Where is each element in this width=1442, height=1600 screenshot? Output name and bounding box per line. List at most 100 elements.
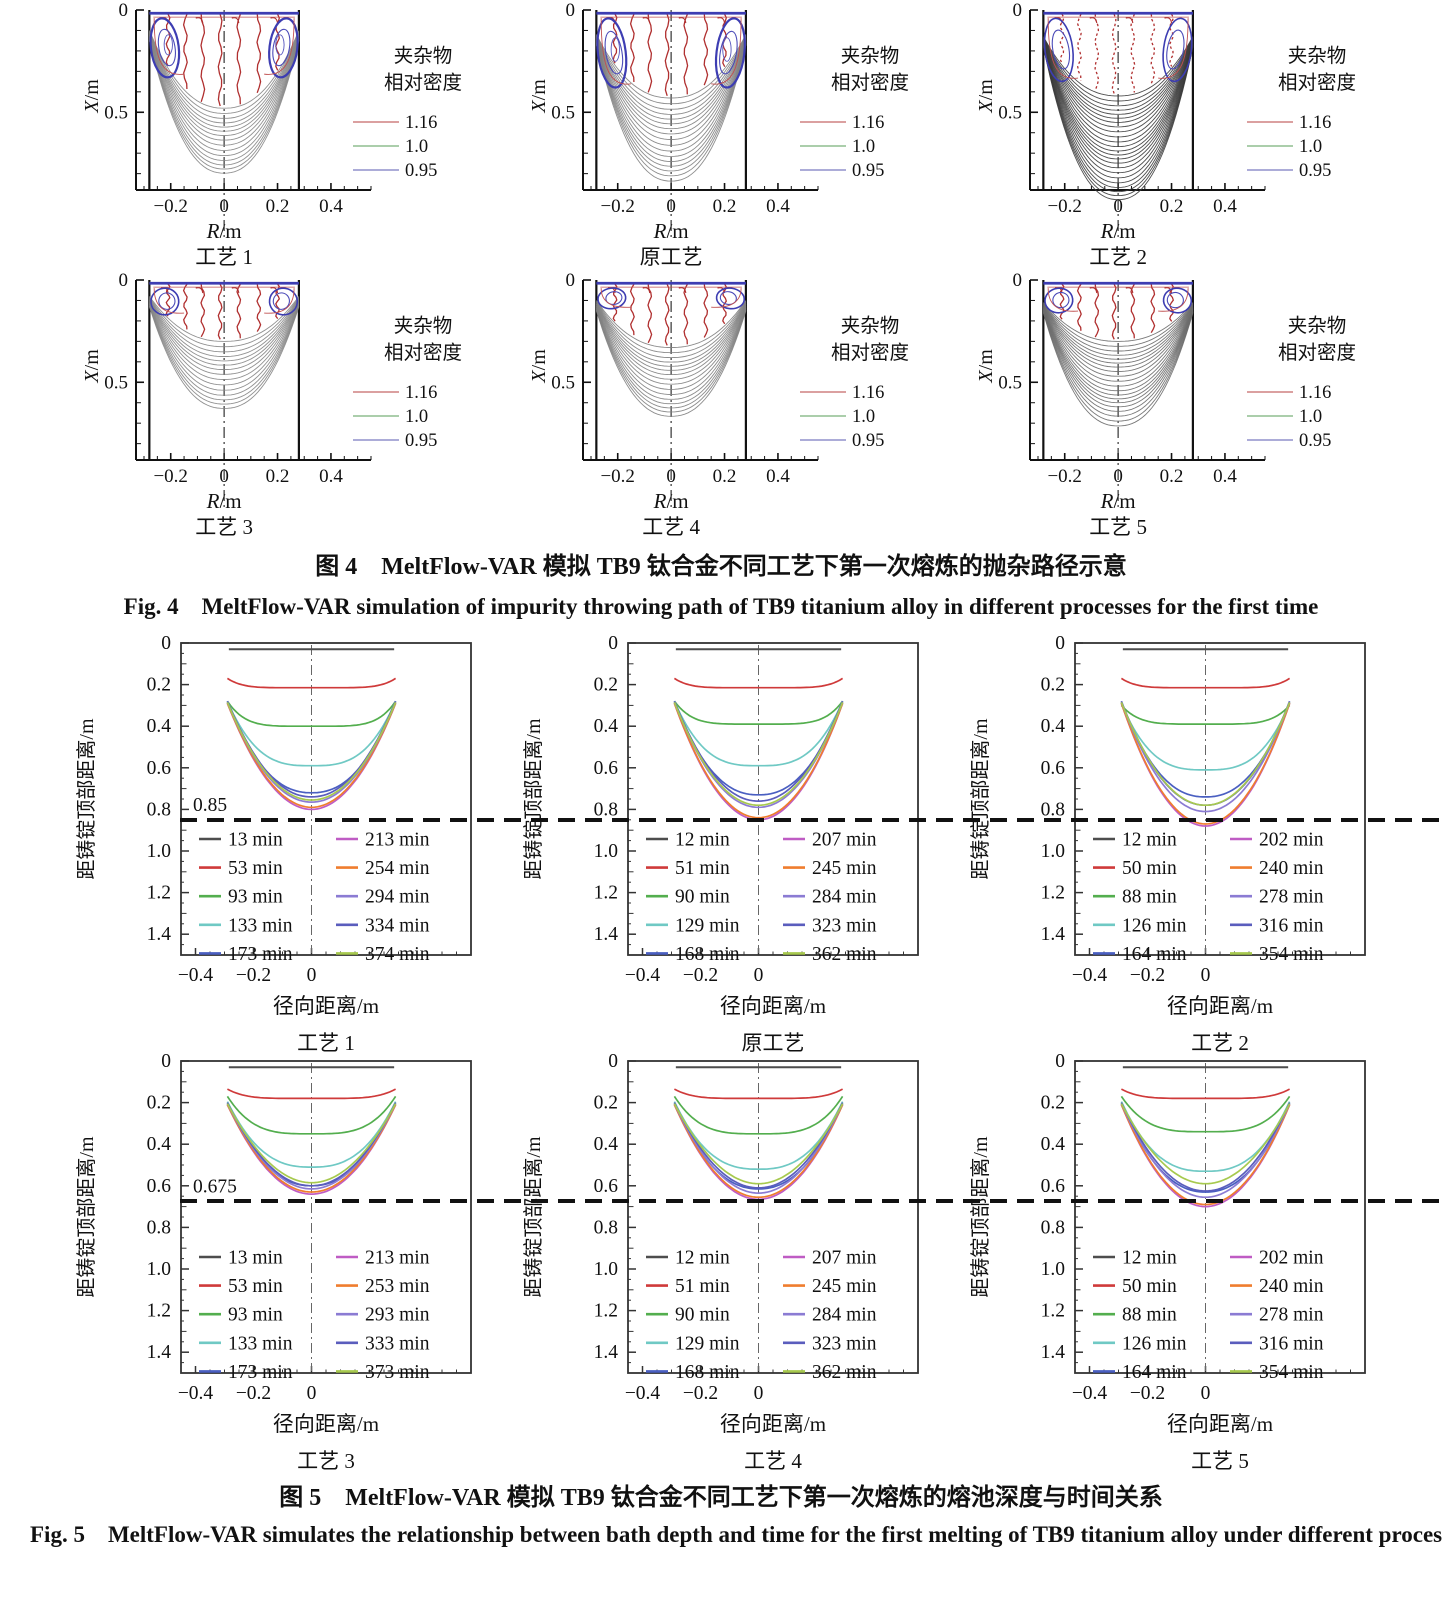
svg-text:173 min: 173 min [228, 944, 293, 965]
svg-text:X/m: X/m [81, 349, 103, 384]
svg-text:0.95: 0.95 [852, 431, 884, 451]
svg-text:径向距离/m: 径向距离/m [272, 1412, 378, 1436]
svg-text:213 min: 213 min [365, 1248, 430, 1269]
svg-text:工艺 4: 工艺 4 [744, 1449, 802, 1471]
svg-text:0.2: 0.2 [265, 196, 289, 217]
svg-text:293 min: 293 min [365, 1305, 430, 1326]
svg-text:1.0: 1.0 [593, 841, 617, 862]
svg-text:1.16: 1.16 [1299, 113, 1331, 133]
fig4-subplot-2: 00.5−0.200.20.4X/mR/m原工艺夹杂物相对密度1.161.00.… [498, 0, 945, 270]
svg-text:0: 0 [753, 965, 763, 986]
svg-text:0: 0 [118, 0, 128, 21]
svg-text:相对密度: 相对密度 [830, 72, 908, 94]
svg-text:R/m: R/m [1099, 219, 1135, 243]
svg-text:径向距离/m: 径向距离/m [1166, 1412, 1272, 1436]
svg-text:距铸锭顶部距离/m: 距铸锭顶部距离/m [75, 718, 98, 880]
svg-text:0.4: 0.4 [1040, 716, 1065, 737]
svg-text:0.5: 0.5 [998, 372, 1022, 393]
svg-text:1.4: 1.4 [593, 1342, 618, 1363]
svg-text:1.0: 1.0 [405, 407, 428, 427]
svg-text:距铸锭顶部距离/m: 距铸锭顶部距离/m [75, 1136, 98, 1298]
svg-text:1.16: 1.16 [1299, 383, 1331, 403]
svg-text:53 min: 53 min [228, 1276, 283, 1297]
svg-text:207 min: 207 min [812, 1248, 877, 1269]
svg-text:0.6: 0.6 [146, 1176, 171, 1197]
svg-text:0.95: 0.95 [405, 161, 437, 181]
svg-text:1.4: 1.4 [146, 1342, 171, 1363]
fig5-caption-cn: 图 5 MeltFlow-VAR 模拟 TB9 钛合金不同工艺下第一次熔炼的熔池… [279, 1485, 1163, 1511]
svg-text:0.6: 0.6 [1040, 758, 1065, 779]
svg-text:径向距离/m: 径向距离/m [719, 1412, 825, 1436]
svg-text:R/m: R/m [1099, 489, 1135, 513]
svg-text:0.2: 0.2 [593, 1093, 617, 1114]
svg-text:53 min: 53 min [228, 858, 283, 879]
svg-text:0: 0 [565, 0, 575, 21]
svg-text:1.16: 1.16 [405, 383, 437, 403]
svg-text:0.95: 0.95 [1299, 161, 1331, 181]
svg-text:316 min: 316 min [1259, 915, 1324, 936]
svg-text:0: 0 [753, 1383, 763, 1404]
svg-text:X/m: X/m [81, 79, 103, 114]
svg-text:362 min: 362 min [812, 1362, 877, 1383]
svg-text:−0.2: −0.2 [1047, 196, 1081, 217]
svg-text:1.4: 1.4 [1040, 924, 1065, 945]
svg-text:距铸锭顶部距离/m: 距铸锭顶部距离/m [969, 718, 992, 880]
svg-text:12 min: 12 min [675, 1248, 730, 1269]
svg-text:0.4: 0.4 [593, 1134, 618, 1155]
svg-text:相对密度: 相对密度 [383, 72, 461, 94]
svg-text:0.6: 0.6 [146, 758, 171, 779]
svg-text:工艺 3: 工艺 3 [195, 515, 253, 539]
svg-text:距铸锭顶部距离/m: 距铸锭顶部距离/m [969, 1136, 992, 1298]
svg-text:−0.2: −0.2 [235, 965, 270, 986]
svg-text:0.5: 0.5 [104, 372, 128, 393]
svg-text:原工艺: 原工艺 [639, 245, 702, 269]
fig5-subplot-原工艺: 0 0.2 0.4 0.6 0.8 1.0 1.2 1.4 −0.4 −0.2 0 距铸锭顶部距离/m… [498, 635, 945, 1053]
svg-text:126 min: 126 min [1122, 1333, 1187, 1354]
svg-text:173 min: 173 min [228, 1362, 293, 1383]
svg-text:90 min: 90 min [675, 1305, 730, 1326]
svg-text:51 min: 51 min [675, 1276, 730, 1297]
svg-text:0.4: 0.4 [319, 196, 343, 217]
svg-text:0: 0 [608, 1053, 618, 1072]
svg-text:373 min: 373 min [365, 1362, 430, 1383]
svg-text:213 min: 213 min [365, 830, 430, 851]
svg-text:129 min: 129 min [675, 1333, 740, 1354]
svg-text:0.2: 0.2 [1040, 1093, 1064, 1114]
svg-text:工艺 2: 工艺 2 [1089, 245, 1147, 269]
svg-text:207 min: 207 min [812, 830, 877, 851]
svg-text:202 min: 202 min [1259, 830, 1324, 851]
svg-text:0.95: 0.95 [852, 161, 884, 181]
fig4-subplot-6: 00.5−0.200.20.4X/mR/m工艺 5夹杂物相对密度1.161.00… [945, 270, 1392, 540]
svg-text:240 min: 240 min [1259, 1276, 1324, 1297]
svg-text:0.4: 0.4 [766, 466, 790, 487]
svg-text:0.2: 0.2 [593, 675, 617, 696]
svg-text:夹杂物: 夹杂物 [840, 315, 899, 337]
svg-text:362 min: 362 min [812, 944, 877, 965]
svg-text:1.0: 1.0 [146, 1259, 170, 1280]
svg-text:1.0: 1.0 [146, 841, 170, 862]
fig4-row-1: 00.5−0.200.20.4X/mR/m工艺 1夹杂物相对密度1.161.00… [0, 0, 1442, 270]
svg-text:−0.2: −0.2 [1129, 965, 1164, 986]
svg-text:0: 0 [1055, 1053, 1065, 1072]
svg-text:13 min: 13 min [228, 1248, 283, 1269]
fig5-row-1: 0 0.2 0.4 0.6 0.8 1.0 1.2 1.4 −0.4 −0.2 0 距铸锭顶部距离/m… [0, 635, 1442, 1053]
svg-text:−0.2: −0.2 [1047, 466, 1081, 487]
svg-text:1.0: 1.0 [1040, 841, 1064, 862]
svg-text:工艺 2: 工艺 2 [1191, 1031, 1249, 1053]
svg-text:0: 0 [306, 965, 316, 986]
svg-text:323 min: 323 min [812, 915, 877, 936]
svg-text:0.4: 0.4 [1040, 1134, 1065, 1155]
svg-text:1.4: 1.4 [1040, 1342, 1065, 1363]
svg-text:202 min: 202 min [1259, 1248, 1324, 1269]
svg-text:1.2: 1.2 [1040, 1301, 1064, 1322]
svg-text:0.2: 0.2 [1159, 196, 1183, 217]
svg-text:夹杂物: 夹杂物 [840, 45, 899, 67]
fig4-subplot-5: 00.5−0.200.20.4X/mR/m工艺 4夹杂物相对密度1.161.00… [498, 270, 945, 540]
fig4-caption-en: Fig. 4 MeltFlow-VAR simulation of impuri… [123, 594, 1319, 619]
svg-text:50 min: 50 min [1122, 1276, 1177, 1297]
svg-text:0.4: 0.4 [593, 716, 618, 737]
figure-5: 0 0.2 0.4 0.6 0.8 1.0 1.2 1.4 −0.4 −0.2 0 距铸锭顶部距离/m… [0, 635, 1442, 1551]
svg-text:133 min: 133 min [228, 915, 293, 936]
svg-text:0.2: 0.2 [712, 196, 736, 217]
svg-text:0.95: 0.95 [405, 431, 437, 451]
